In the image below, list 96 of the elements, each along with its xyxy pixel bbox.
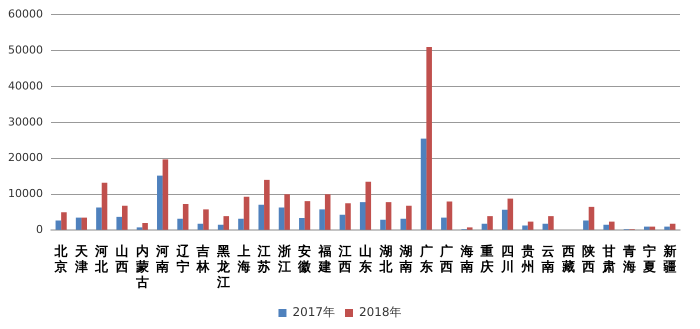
x-tick-label: 四川: [500, 244, 514, 275]
bar: [380, 220, 386, 230]
bar: [136, 227, 142, 230]
x-tick-label: 吉林: [196, 244, 211, 275]
bar: [420, 138, 426, 230]
bar: [56, 220, 62, 230]
y-tick-label: 40000: [8, 79, 43, 92]
bar: [441, 218, 447, 230]
x-tick-label: 江西: [338, 244, 352, 275]
bar: [264, 180, 270, 230]
x-tick-label: 海南: [459, 244, 474, 275]
bar: [198, 224, 204, 230]
bar: [116, 216, 122, 230]
x-tick-label: 湖北: [378, 244, 394, 275]
y-tick-label: 30000: [8, 115, 43, 128]
bar: [102, 182, 108, 230]
y-tick-label: 50000: [8, 43, 43, 56]
bar: [244, 196, 250, 230]
bar: [223, 216, 230, 230]
bar: [583, 220, 589, 230]
x-tick-label: 甘肃: [601, 244, 616, 275]
x-tick-label: 贵州: [520, 243, 534, 275]
bar: [258, 204, 264, 230]
x-tick-label: 重庆: [480, 243, 494, 275]
legend-label: 2018年: [359, 305, 402, 320]
bar: [324, 194, 330, 230]
x-tick-label: 辽宁: [175, 244, 190, 275]
x-tick-label: 陕西: [581, 244, 596, 275]
bar: [522, 226, 528, 230]
bar: [304, 201, 310, 230]
x-tick-label: 黑龙江: [216, 244, 231, 291]
legend-label: 2017年: [292, 305, 336, 320]
bar: [548, 216, 554, 230]
bar: [76, 218, 82, 230]
bar: [406, 206, 412, 230]
x-tick-label: 江苏: [256, 244, 271, 275]
bar: [588, 206, 594, 230]
y-tick-label: 0: [36, 223, 43, 236]
x-tick-label: 山西: [114, 244, 129, 275]
x-tick-label: 安徽: [297, 243, 312, 275]
x-tick-label: 云南: [540, 244, 555, 275]
bar: [487, 216, 493, 230]
x-tick-label: 广东: [418, 243, 433, 275]
x-tick-label: 天津: [74, 244, 89, 275]
bar: [157, 176, 163, 230]
bar: [345, 203, 351, 230]
bar: [400, 218, 406, 230]
bar: [542, 224, 548, 230]
x-tick-label: 广西: [439, 243, 454, 275]
x-tick-label: 新疆: [662, 243, 676, 275]
x-tick-label: 宁夏: [642, 243, 656, 275]
x-tick-label: 北京: [54, 244, 69, 275]
bar: [482, 224, 488, 230]
bar: [528, 222, 534, 230]
bar: [203, 209, 209, 230]
bar: [142, 223, 148, 230]
bar: [670, 224, 676, 230]
bar: [664, 226, 670, 230]
bar: [386, 202, 392, 230]
bar: [508, 198, 514, 230]
x-tick-label: 青海: [622, 244, 636, 275]
x-tick-label: 西藏: [560, 244, 575, 275]
bar: [502, 210, 508, 230]
bar: [644, 226, 650, 230]
bar: [340, 214, 346, 230]
bar: [238, 218, 244, 230]
bar: [284, 194, 290, 230]
x-tick-label: 内蒙古: [134, 244, 149, 291]
bar: [446, 201, 452, 230]
bar: [426, 46, 432, 230]
bar: [603, 224, 609, 230]
x-tick-label: 上海: [236, 244, 250, 275]
bar: [81, 218, 88, 230]
bar: [278, 208, 284, 230]
y-tick-label: 60000: [8, 7, 43, 20]
bar: [218, 224, 224, 230]
y-tick-label: 10000: [8, 187, 43, 200]
y-tick-label: 20000: [8, 151, 43, 164]
bar: [360, 202, 366, 230]
bar: [365, 182, 372, 230]
bar: [122, 206, 128, 230]
x-tick-label: 山东: [358, 244, 372, 275]
bar: [162, 159, 168, 230]
x-tick-label: 河南: [155, 244, 170, 275]
bar: [96, 208, 102, 230]
bar: [650, 226, 656, 230]
x-tick-label: 河北: [94, 244, 110, 275]
bar: [182, 204, 188, 230]
x-tick-label: 浙江: [276, 244, 291, 275]
bar: [177, 218, 183, 230]
bar: [299, 218, 305, 230]
bar: [61, 212, 67, 230]
x-tick-label: 湖南: [398, 244, 413, 275]
x-tick-label: 福建: [317, 243, 332, 275]
bar: [608, 222, 615, 230]
bar: [319, 209, 325, 230]
